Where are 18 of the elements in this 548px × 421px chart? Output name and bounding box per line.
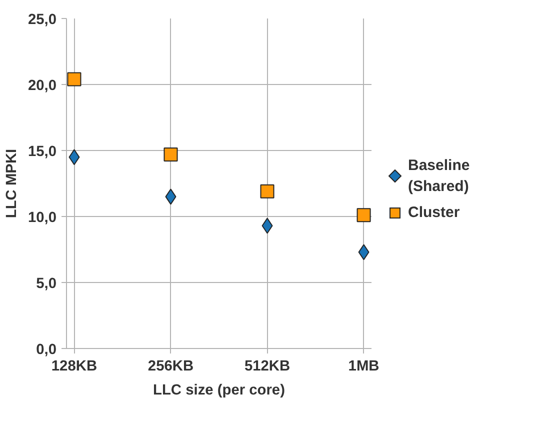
point <box>260 184 274 198</box>
point <box>356 208 371 222</box>
x-tick-label: 512KB <box>244 358 290 374</box>
y-tick-label: 15,0 <box>28 144 57 160</box>
y-axis-title: LLC MPKI <box>4 148 20 218</box>
y-tick-label: 20,0 <box>28 78 57 94</box>
x-tick-label: 128KB <box>51 358 98 374</box>
y-tick-label: 0,0 <box>36 342 56 358</box>
legend-label: Baseline (Shared) <box>408 156 471 198</box>
y-tick-label: 5,0 <box>36 276 56 292</box>
x-tick-label: 256KB <box>148 358 194 374</box>
legend-label: Cluster <box>408 202 461 223</box>
x-axis-title: LLC size (per core) <box>153 382 286 398</box>
x-tick-label: 1MB <box>348 358 380 374</box>
point <box>67 72 82 86</box>
y-tick-label: 10,0 <box>28 210 57 226</box>
point <box>164 147 178 162</box>
y-tick-label: 25,0 <box>28 12 57 28</box>
